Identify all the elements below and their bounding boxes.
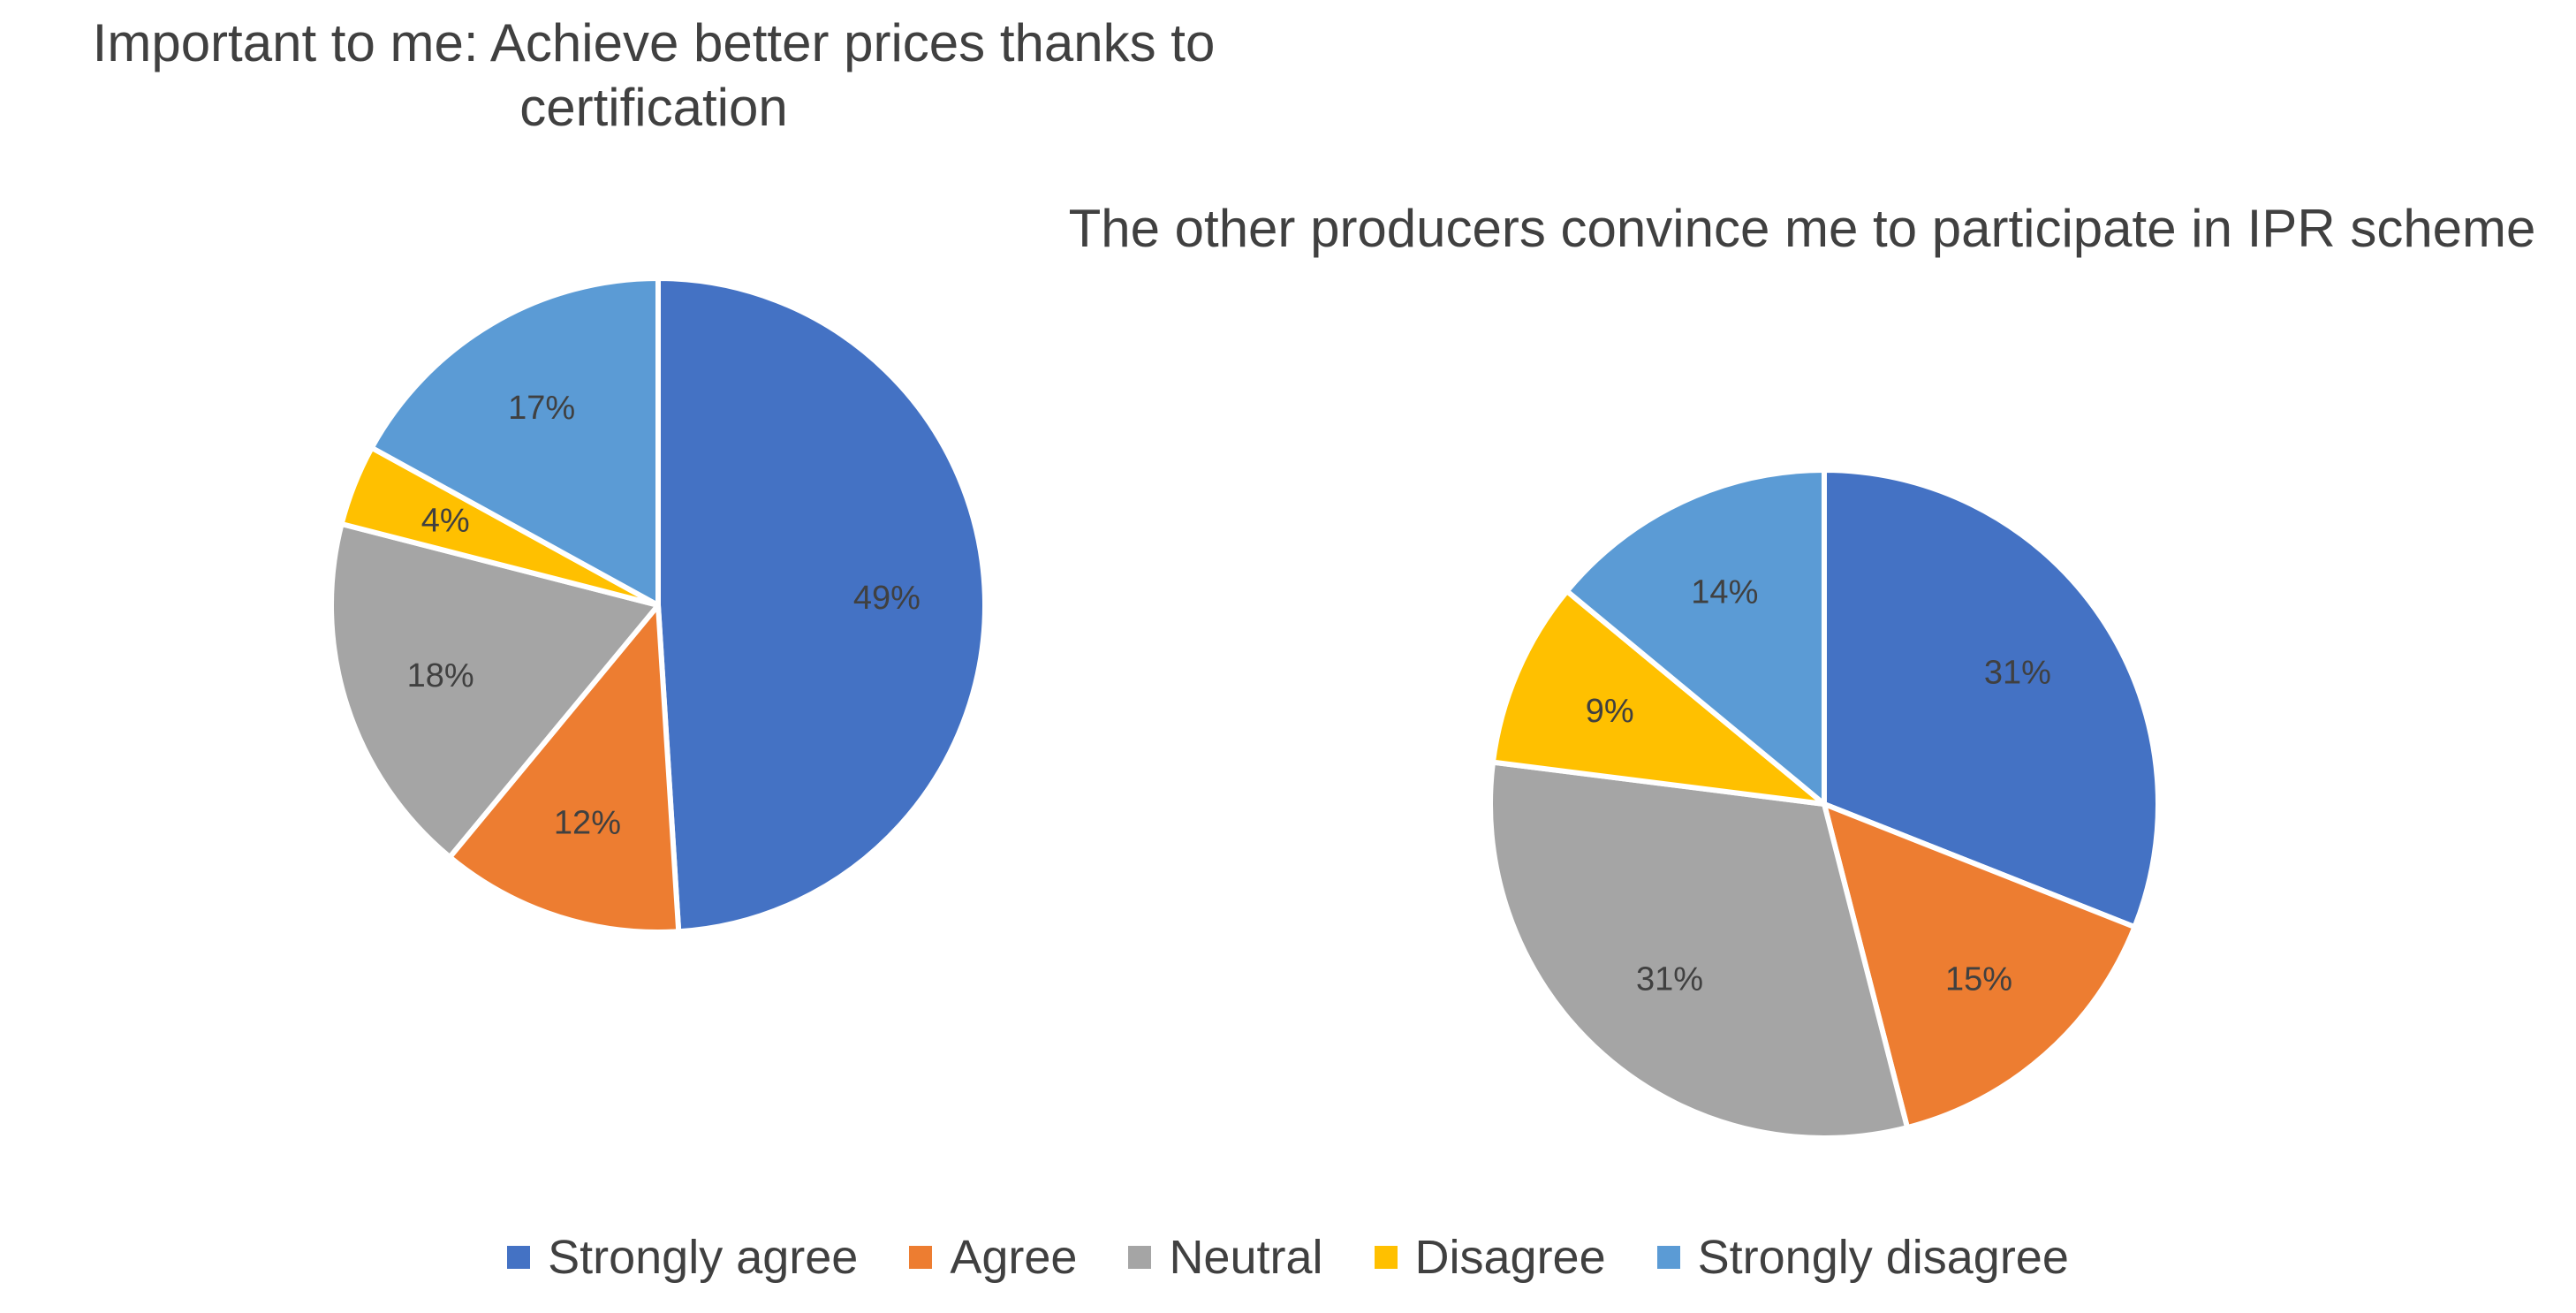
chart-2-title: The other producers convince me to parti… xyxy=(1068,199,2536,258)
pie-1-label-agree: 12% xyxy=(554,804,621,841)
legend-swatch xyxy=(1128,1246,1152,1269)
legend-item-disagree[interactable]: Disagree xyxy=(1374,1230,1606,1285)
legend-label: Neutral xyxy=(1169,1231,1323,1284)
pie-2-slice-disagree[interactable] xyxy=(1489,588,1827,807)
pie-2-slice-strongly-disagree[interactable] xyxy=(1564,467,1827,807)
chart-1-title: Important to me: Achieve better prices t… xyxy=(92,13,1216,138)
pie-2-label-neutral: 31% xyxy=(1636,960,1703,998)
pie-2-label-disagree: 9% xyxy=(1586,693,1634,730)
legend-item-agree[interactable]: Agree xyxy=(909,1230,1077,1285)
pie-1-label-disagree: 4% xyxy=(421,503,470,540)
legend-label: Agree xyxy=(950,1231,1078,1284)
pie-2-slice-neutral[interactable] xyxy=(1488,759,1910,1141)
pie-2-slice-agree[interactable] xyxy=(1822,801,2138,1131)
pie-chart-1: 49% 12% 18% 4% 17% xyxy=(329,276,988,935)
pie-2-label-agree: 15% xyxy=(1945,960,2012,998)
legend-item-neutral[interactable]: Neutral xyxy=(1128,1230,1323,1285)
pie-1-slice-neutral[interactable] xyxy=(329,520,661,861)
pie-2-slice-strongly-agree[interactable] xyxy=(1822,467,2162,930)
pie-chart-2: 31% 15% 31% 9% 14% xyxy=(1488,467,2162,1141)
pie-1-slice-strongly-agree[interactable] xyxy=(655,276,988,935)
legend-label: Strongly agree xyxy=(548,1231,859,1284)
legend-item-strongly-disagree[interactable]: Strongly disagree xyxy=(1656,1230,2069,1285)
legend-item-strongly-agree[interactable]: Strongly agree xyxy=(507,1230,858,1285)
pie-1-label-strongly-disagree: 17% xyxy=(508,390,575,427)
pie-1-label-neutral: 18% xyxy=(407,657,474,694)
legend-swatch xyxy=(507,1246,531,1269)
pie-1-label-strongly-agree: 49% xyxy=(853,580,921,617)
pie-2-label-strongly-disagree: 14% xyxy=(1691,574,1758,611)
legend: Strongly agree Agree Neutral Disagree St… xyxy=(0,1230,2576,1285)
legend-swatch xyxy=(1656,1246,1680,1269)
legend-swatch xyxy=(1374,1246,1398,1269)
legend-label: Disagree xyxy=(1414,1231,1606,1284)
pie-1-slice-agree[interactable] xyxy=(447,603,682,935)
legend-label: Strongly disagree xyxy=(1697,1231,2069,1284)
pie-2-label-strongly-agree: 31% xyxy=(1984,654,2051,691)
legend-swatch xyxy=(909,1246,933,1269)
pie-1-slice-strongly-disagree[interactable] xyxy=(368,276,661,608)
